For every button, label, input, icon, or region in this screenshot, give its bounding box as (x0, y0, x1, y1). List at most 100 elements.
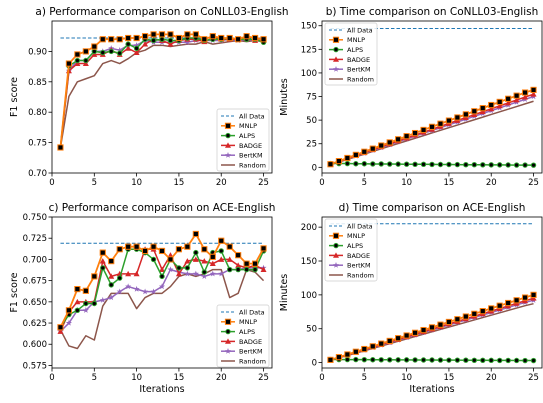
data-point-mnlp (192, 230, 199, 238)
data-point-mnlp (386, 337, 393, 345)
data-point-alps (74, 307, 81, 314)
data-point-alps (201, 269, 208, 275)
data-point-bertkm (65, 319, 72, 326)
data-point-badge (108, 273, 115, 279)
data-point-mnlp (226, 34, 233, 42)
data-point-mnlp (530, 291, 537, 298)
data-point-alps (420, 161, 427, 168)
data-point-badge (513, 97, 520, 103)
data-point-bertkm (116, 288, 123, 295)
data-point-alps (496, 357, 503, 364)
data-point-mnlp (327, 161, 334, 168)
data-point-mnlp (513, 92, 520, 99)
x-tick-label: 25 (528, 178, 539, 188)
x-tick-label: 10 (131, 178, 142, 188)
y-tick-label: 0.725 (23, 234, 47, 244)
data-point-alps (150, 37, 157, 44)
data-point-mnlp (386, 139, 393, 146)
x-axis-label: Iterations (139, 384, 184, 395)
y-tick-label: 150 (301, 22, 317, 32)
legend-entry-label: MNLP (347, 36, 365, 44)
x-tick-label: 25 (528, 373, 539, 383)
data-point-badge (74, 298, 81, 305)
y-tick-label: 0.90 (28, 47, 47, 57)
y-tick-label: 0.625 (23, 319, 47, 329)
data-point-alps (463, 161, 469, 168)
data-point-mnlp (471, 310, 478, 317)
data-point-mnlp (403, 133, 410, 140)
data-point-bertkm (150, 288, 157, 295)
data-point-alps (395, 161, 401, 167)
data-point-mnlp (116, 36, 123, 43)
legend-entry-label: All Data (347, 222, 373, 230)
y-tick-label: 0.85 (28, 78, 47, 88)
data-point-badge (530, 91, 537, 97)
data-point-alps (378, 161, 384, 167)
data-point-mnlp (175, 246, 183, 253)
data-point-mnlp (192, 31, 199, 38)
data-point-badge (99, 258, 106, 264)
data-point-mnlp (201, 36, 208, 43)
chart-panel-2: b) Time comparison on CoNLL03-English 0 25… (279, 6, 543, 188)
data-point-mnlp (378, 142, 385, 149)
data-point-mnlp (513, 297, 520, 304)
data-point-bertkm (133, 42, 140, 48)
data-point-alps (496, 162, 503, 168)
data-point-alps (463, 357, 469, 363)
data-point-alps (386, 357, 393, 363)
y-tick-label: 150 (301, 257, 317, 267)
data-point-mnlp (437, 120, 444, 127)
data-point-alps (480, 162, 486, 168)
data-point-alps (184, 265, 191, 271)
data-point-alps (150, 256, 157, 263)
data-point-mnlp (335, 354, 343, 361)
legend-entry-label: BertKM (239, 348, 263, 356)
data-point-alps (505, 162, 511, 168)
data-point-badge (209, 260, 216, 267)
legend-entry-label: All Data (347, 26, 373, 34)
legend-entry-label: BADGE (239, 338, 262, 346)
data-point-badge (74, 60, 81, 66)
data-point-mnlp (133, 34, 140, 42)
data-point-alps (83, 300, 89, 307)
data-point-alps (522, 357, 528, 364)
data-point-alps (437, 357, 444, 363)
data-point-mnlp (420, 126, 427, 134)
data-point-mnlp (57, 324, 64, 331)
data-point-alps (446, 357, 452, 363)
data-point-alps (412, 161, 418, 168)
data-point-alps (446, 161, 452, 168)
legend-marker (333, 46, 339, 53)
data-point-mnlp (521, 294, 529, 301)
data-point-mnlp (454, 114, 461, 121)
legend-entry-label: Random (347, 75, 374, 83)
y-tick-label: 75 (306, 93, 317, 103)
x-tick-label: 0 (319, 373, 324, 383)
legend-marker (224, 152, 232, 158)
data-point-mnlp (65, 60, 73, 67)
x-axis-label: Iterations (409, 384, 454, 395)
data-point-mnlp (158, 247, 166, 255)
legend-marker (332, 232, 340, 239)
data-point-mnlp (108, 36, 115, 43)
data-point-mnlp (369, 145, 376, 152)
data-point-mnlp (521, 89, 529, 96)
data-point-alps (403, 161, 410, 167)
data-point-mnlp (352, 348, 359, 355)
data-point-alps (530, 162, 537, 168)
data-point-alps (176, 265, 182, 271)
data-point-mnlp (201, 246, 208, 253)
legend-marker (332, 66, 340, 72)
data-point-alps (429, 357, 435, 363)
legend-marker (333, 56, 339, 62)
data-point-mnlp (167, 31, 174, 38)
data-point-badge (201, 258, 208, 264)
data-point-mnlp (209, 33, 216, 40)
x-tick-label: 5 (362, 373, 367, 383)
legend-marker (333, 252, 339, 258)
data-point-mnlp (184, 31, 191, 38)
x-tick-label: 5 (362, 178, 367, 188)
data-point-alps (454, 161, 461, 168)
data-point-alps (91, 300, 98, 307)
series-line-random (59, 268, 265, 350)
